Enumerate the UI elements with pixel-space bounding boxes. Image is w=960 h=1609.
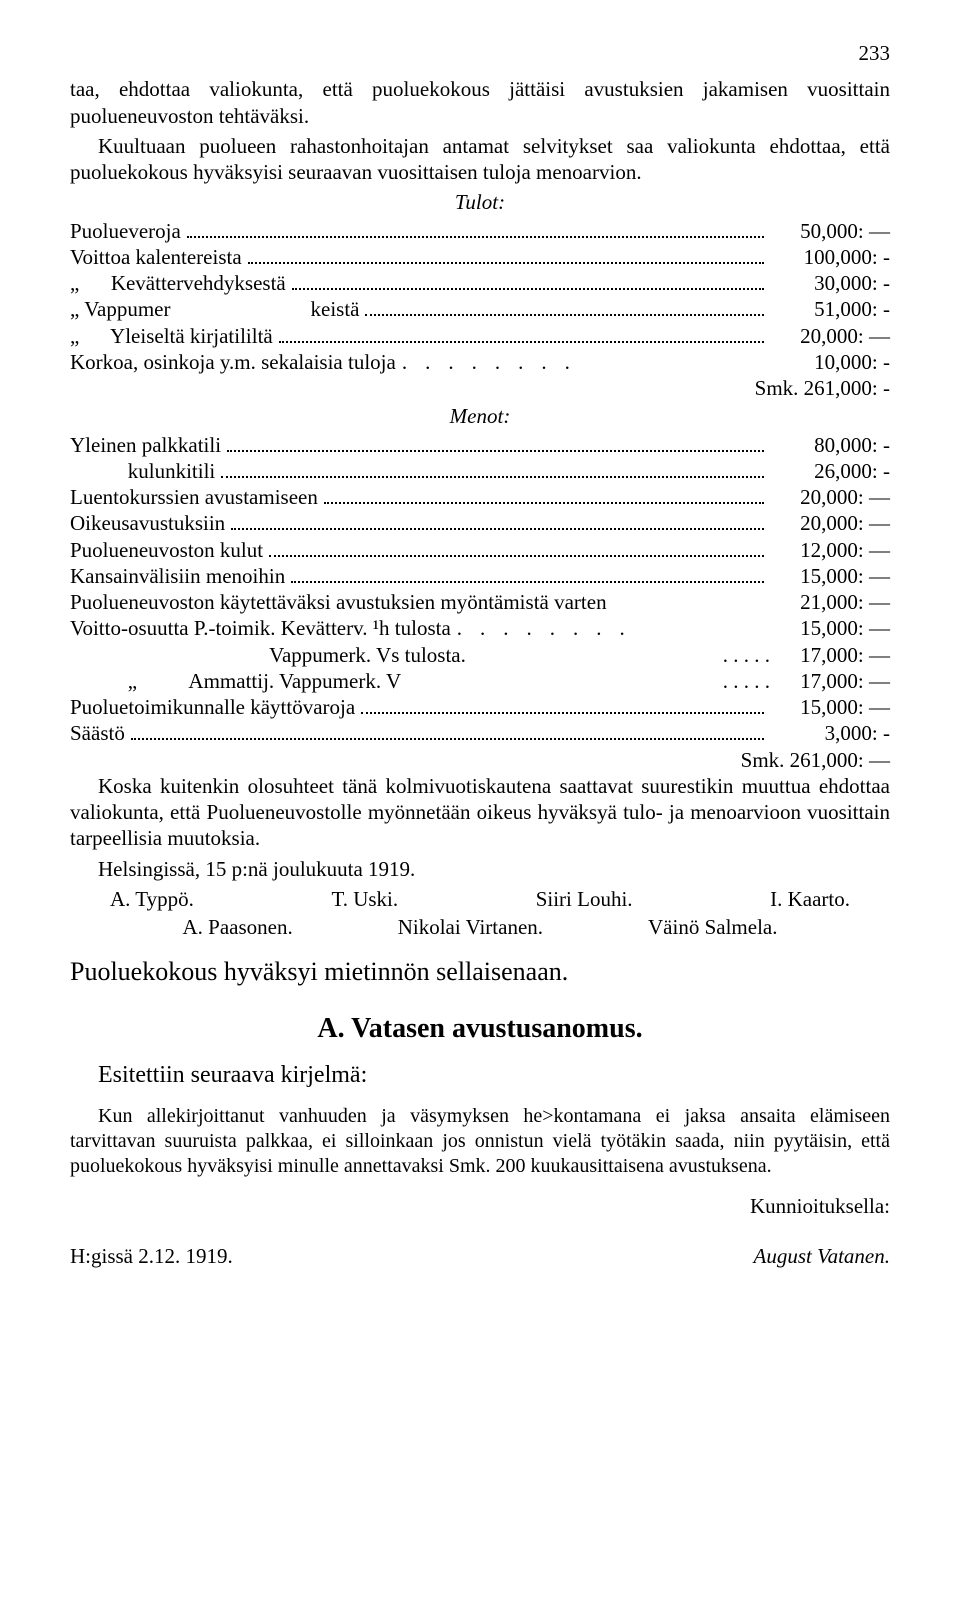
budget-line: Puolueneuvoston kulut 12,000: —: [70, 537, 890, 563]
line-label-b: keistä: [311, 296, 360, 322]
budget-line: Kansainvälisiin menoihin 15,000: —: [70, 563, 890, 589]
kunnioituksella: Kunnioituksella:: [70, 1193, 890, 1219]
signatures-row-1: A. Typpö. T. Uski. Siiri Louhi. I. Kaarto.: [110, 886, 850, 912]
letter-place-date: H:gissä 2.12. 1919.: [70, 1243, 233, 1269]
tail-paragraph: Koska kuitenkin olosuhteet tänä kolmivuo…: [70, 773, 890, 852]
line-amount: 21,000: —: [770, 589, 890, 615]
intro-paragraph-1: taa, ehdottaa valiokunta, että puoluekok…: [70, 76, 890, 129]
budget-line: Puoluetoimikunnalle käyttövaroja 15,000: …: [70, 694, 890, 720]
line-label-a: „ Vappumer: [70, 296, 171, 322]
line-amount: 20,000: —: [770, 323, 890, 349]
menot-sum: Smk. 261,000: —: [70, 747, 890, 773]
line-amount: 15,000: —: [770, 615, 890, 641]
line-amount: 15,000: —: [770, 563, 890, 589]
line-amount: 80,000: -: [770, 432, 890, 458]
line-label: Oikeusavustuksiin: [70, 510, 225, 536]
line-label: Luentokurssien avustamiseen: [70, 484, 318, 510]
budget-line: Vappumerk. Vs tulosta. . . . . . 17,000:…: [70, 642, 890, 668]
signature: Nikolai Virtanen.: [398, 914, 543, 940]
line-label: Puoluetoimikunnalle käyttövaroja: [70, 694, 355, 720]
line-label: Vappumerk. Vs tulosta.: [70, 642, 466, 668]
signature: T. Uski.: [331, 886, 398, 912]
budget-line: Voitto-osuutta P.-toimik. Kevätterv. ¹h …: [70, 615, 890, 641]
line-amount: 17,000: —: [770, 642, 890, 668]
signature: Siiri Louhi.: [536, 886, 633, 912]
signature: A. Paasonen.: [182, 914, 292, 940]
approval-line: Puoluekokous hyväksyi mietinnön sellaise…: [70, 956, 890, 989]
line-amount: 17,000: —: [770, 668, 890, 694]
budget-line: Puolueveroja 50,000: —: [70, 218, 890, 244]
budget-line: Yleinen palkkatili 80,000: -: [70, 432, 890, 458]
line-amount: 51,000: -: [770, 296, 890, 322]
line-amount: 10,000: -: [770, 349, 890, 375]
line-amount: 12,000: —: [770, 537, 890, 563]
place-date: Helsingissä, 15 p:nä joulukuuta 1919.: [70, 856, 890, 882]
budget-line: kulunkitili 26,000: -: [70, 458, 890, 484]
signature: A. Typpö.: [110, 886, 194, 912]
budget-line: Luentokurssien avustamiseen 20,000: —: [70, 484, 890, 510]
tulot-heading: Tulot:: [70, 189, 890, 215]
line-amount: 30,000: -: [770, 270, 890, 296]
tulot-sum: Smk. 261,000: -: [70, 375, 890, 401]
line-label: „ Yleiseltä kirjatililtä: [70, 323, 273, 349]
line-label: „ Ammattij. Vappumerk. V: [70, 668, 401, 694]
letter-body: Kun allekirjoittanut vanhuuden ja väsymy…: [70, 1104, 890, 1179]
budget-line: Puolueneuvoston käytettäväksi avustuksie…: [70, 589, 890, 615]
budget-line: „ Ammattij. Vappumerk. V . . . . . 17,00…: [70, 668, 890, 694]
line-amount: 3,000: -: [770, 720, 890, 746]
line-amount: 15,000: —: [770, 694, 890, 720]
letter-signature: August Vatanen.: [754, 1243, 891, 1269]
line-label: Voittoa kalentereista: [70, 244, 242, 270]
budget-line: Korkoa, osinkoja y.m. sekalaisia tuloja.…: [70, 349, 890, 375]
line-label: „ Kevättervehdyksestä: [70, 270, 286, 296]
letter-closing: H:gissä 2.12. 1919. August Vatanen.: [70, 1243, 890, 1269]
budget-line: „ Yleiseltä kirjatililtä 20,000: —: [70, 323, 890, 349]
line-label: Voitto-osuutta P.-toimik. Kevätterv. ¹h …: [70, 615, 451, 641]
tulot-list: Puolueveroja50,000: —Voittoa kalentereis…: [70, 218, 890, 376]
document-page: 233 taa, ehdottaa valiokunta, että puolu…: [0, 0, 960, 1329]
signatures-row-2: A. Paasonen. Nikolai Virtanen. Väinö Salme…: [130, 914, 830, 940]
line-label: Puolueveroja: [70, 218, 181, 244]
budget-line: Säästö 3,000: -: [70, 720, 890, 746]
line-label: Yleinen palkkatili: [70, 432, 221, 458]
line-amount: 20,000: —: [770, 510, 890, 536]
line-amount: 20,000: —: [770, 484, 890, 510]
line-label: Korkoa, osinkoja y.m. sekalaisia tuloja: [70, 349, 396, 375]
line-amount: 50,000: —: [770, 218, 890, 244]
page-number: 233: [70, 40, 890, 66]
line-label: kulunkitili: [70, 458, 215, 484]
budget-line: Voittoa kalentereista 100,000: -: [70, 244, 890, 270]
budget-line: „ Vappumer keistä 51,000: -: [70, 296, 890, 322]
menot-list: Yleinen palkkatili 80,000: - kulunkitili 2…: [70, 432, 890, 747]
line-label: Puolueneuvoston kulut: [70, 537, 263, 563]
line-label: Puolueneuvoston käytettäväksi avustuksie…: [70, 589, 607, 615]
intro-paragraph-2: Kuultuaan puolueen rahastonhoitajan anta…: [70, 133, 890, 186]
budget-line: Oikeusavustuksiin 20,000: —: [70, 510, 890, 536]
line-label: Kansainvälisiin menoihin: [70, 563, 285, 589]
line-amount: 26,000: -: [770, 458, 890, 484]
menot-heading: Menot:: [70, 403, 890, 429]
section-title: A. Vatasen avustusanomus.: [70, 1011, 890, 1046]
line-label: Säästö: [70, 720, 125, 746]
line-amount: 100,000: -: [770, 244, 890, 270]
signature: Väinö Salmela.: [648, 914, 777, 940]
budget-line: „ Kevättervehdyksestä 30,000: -: [70, 270, 890, 296]
signature: I. Kaarto.: [770, 886, 850, 912]
esitettiin-line: Esitettiin seuraava kirjelmä:: [70, 1060, 890, 1090]
